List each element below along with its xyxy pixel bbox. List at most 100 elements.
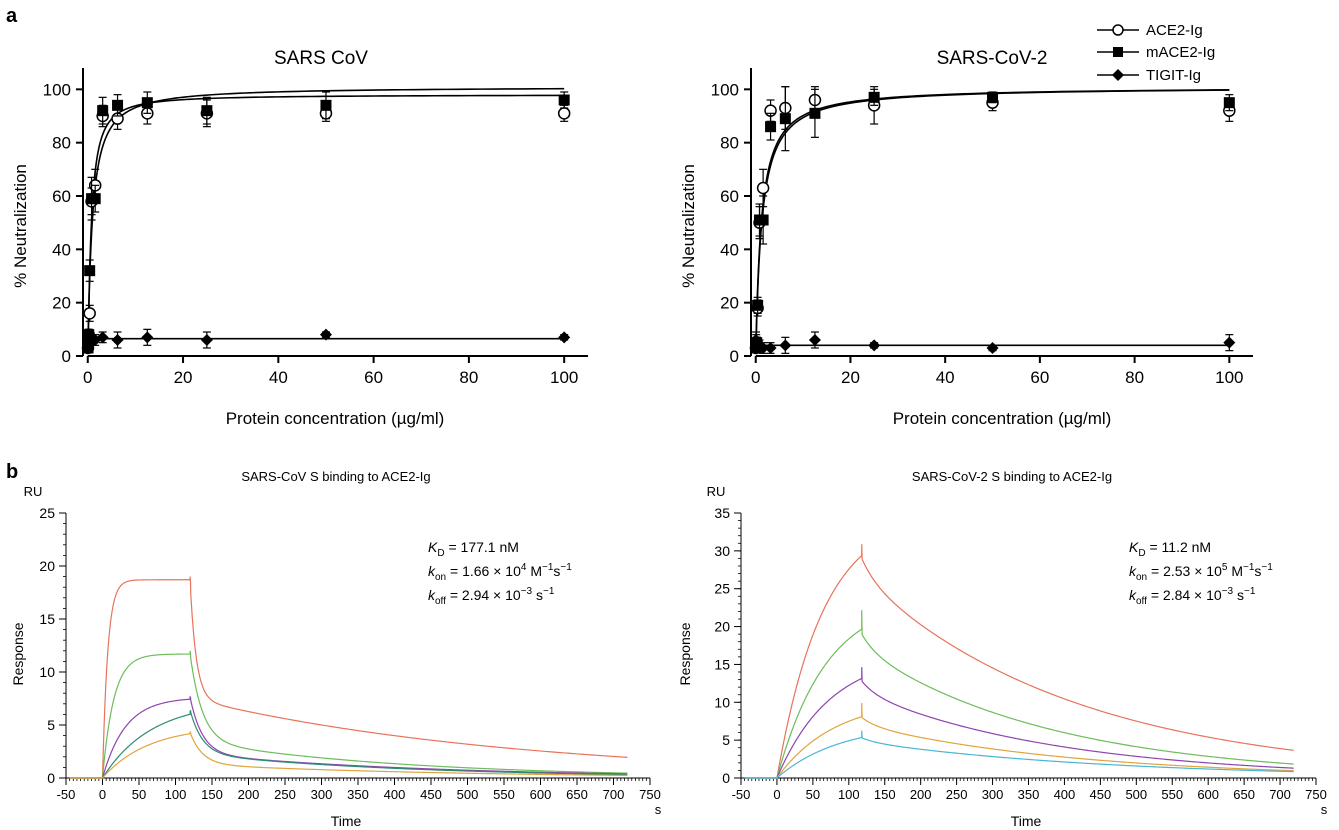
chart-title: SARS-CoV S binding to ACE2-Ig (241, 469, 430, 484)
fit-curves (755, 89, 1230, 347)
x-tick-label: 700 (1269, 787, 1291, 802)
data-point (868, 339, 881, 352)
data-point (765, 121, 777, 133)
x-tick-label: 0 (83, 368, 92, 387)
y-tick-label: 20 (39, 558, 55, 574)
data-point (111, 334, 124, 346)
x-tick-label: 400 (1054, 787, 1076, 802)
x-tick-label: 600 (1197, 787, 1219, 802)
x-tick-label: 700 (603, 787, 625, 802)
kd-text: KD = 11.2 nM (1129, 539, 1211, 559)
panel-b-letter: b (6, 461, 18, 483)
y-unit-label: RU (707, 484, 726, 499)
y-tick-label: 60 (52, 187, 71, 206)
panel-a-letter: a (6, 5, 18, 27)
y-tick-label: 25 (39, 505, 55, 521)
koff-text: koff = 2.84 × 10−3 s−1 (1129, 586, 1256, 607)
y-tick-label: 60 (720, 187, 739, 206)
kinetic-annotations: KD = 177.1 nM kon = 1.66 × 104 M−1s−1 ko… (428, 539, 572, 607)
y-tick-label: 10 (39, 664, 55, 680)
x-tick-label: 250 (274, 787, 296, 802)
x-tick-label: 200 (910, 787, 932, 802)
series-lines (744, 544, 1294, 779)
x-tick-label: 40 (936, 368, 955, 387)
x-axis-label: Time (331, 813, 362, 829)
x-unit-label: s (1321, 802, 1328, 817)
y-tick-label: 40 (52, 240, 71, 259)
data-point (757, 342, 770, 354)
axes: 0 20 40 60 80 100 0 20 40 60 80 100 (43, 68, 588, 387)
x-tick-label: 0 (751, 368, 760, 387)
data-point (112, 99, 124, 111)
series-line (69, 731, 628, 779)
x-tick-label: 50 (132, 787, 146, 802)
y-tick-label: 15 (714, 656, 730, 672)
x-tick-label: 550 (1161, 787, 1183, 802)
data-point (1223, 97, 1235, 109)
fit-curve (87, 87, 565, 345)
chart-title: SARS CoV (274, 48, 368, 69)
x-tick-label: 80 (459, 368, 478, 387)
data-point (96, 331, 109, 344)
y-tick-label: 0 (722, 770, 730, 786)
data-point (1223, 336, 1236, 349)
y-axis-label: % Neutralization (679, 164, 698, 288)
kd-text: KD = 177.1 nM (428, 539, 519, 559)
data-point (756, 181, 770, 195)
legend: ACE2-Ig mACE2-Ig TIGIT-Ig (1097, 22, 1215, 84)
y-tick-label: 20 (52, 294, 71, 313)
x-tick-label: 350 (347, 787, 369, 802)
x-tick-label: 20 (841, 368, 860, 387)
y-axis-label: % Neutralization (11, 164, 30, 288)
neutralization-chart-sars-cov: SARS CoV % Neutralization Protein concen… (11, 48, 588, 428)
legend-label-mace2: mACE2-Ig (1146, 44, 1215, 61)
series-line (744, 544, 1294, 779)
data-point (986, 342, 999, 354)
legend-marker-filled-diamond (1112, 69, 1124, 81)
x-tick-label: 60 (364, 368, 383, 387)
data-point (97, 105, 109, 117)
y-tick-label: 80 (720, 134, 739, 153)
x-tick-label: 450 (1090, 787, 1112, 802)
y-tick-label: 20 (720, 294, 739, 313)
data-point (987, 91, 999, 103)
y-tick-label: 80 (52, 134, 71, 153)
x-tick-label: -50 (732, 787, 751, 802)
data-points (81, 91, 571, 355)
data-point (320, 99, 332, 111)
x-tick-label: 750 (1305, 787, 1327, 802)
fit-curve (87, 94, 565, 347)
data-point (201, 105, 213, 117)
x-tick-label: 50 (806, 787, 820, 802)
x-tick-label: 0 (773, 787, 780, 802)
x-tick-label: 500 (457, 787, 479, 802)
legend-entry-mace2: mACE2-Ig (1097, 44, 1215, 61)
data-point (558, 331, 571, 344)
x-tick-label: 750 (639, 787, 661, 802)
legend-entry-tigit: TIGIT-Ig (1097, 67, 1201, 84)
y-tick-label: 25 (714, 581, 730, 597)
kon-text: kon = 1.66 × 104 M−1s−1 (428, 562, 572, 583)
y-tick-label: 30 (714, 543, 730, 559)
data-point (757, 214, 769, 226)
series-lines (69, 576, 628, 779)
y-tick-label: 100 (43, 80, 71, 99)
y-tick-label: 0 (62, 347, 71, 366)
x-tick-label: 300 (311, 787, 333, 802)
chart-title: SARS-CoV-2 S binding to ACE2-Ig (912, 469, 1112, 484)
data-point (89, 193, 101, 205)
kinetic-annotations: KD = 11.2 nM kon = 2.53 × 105 M−1s−1 kof… (1129, 539, 1273, 607)
x-tick-label: 650 (1233, 787, 1255, 802)
legend-marker-filled-square (1113, 47, 1123, 57)
data-point (557, 107, 571, 120)
koff-text: koff = 2.94 × 10−3 s−1 (428, 586, 555, 607)
y-tick-label: 10 (714, 694, 730, 710)
x-tick-label: 650 (566, 787, 588, 802)
axes: 0 20 40 60 80 100 0 20 40 60 80 100 (711, 68, 1253, 387)
data-point (141, 97, 153, 109)
x-tick-label: 300 (982, 787, 1004, 802)
data-point (319, 328, 332, 341)
x-axis-label: Protein concentration (µg/ml) (893, 409, 1112, 428)
y-tick-label: 0 (730, 347, 739, 366)
